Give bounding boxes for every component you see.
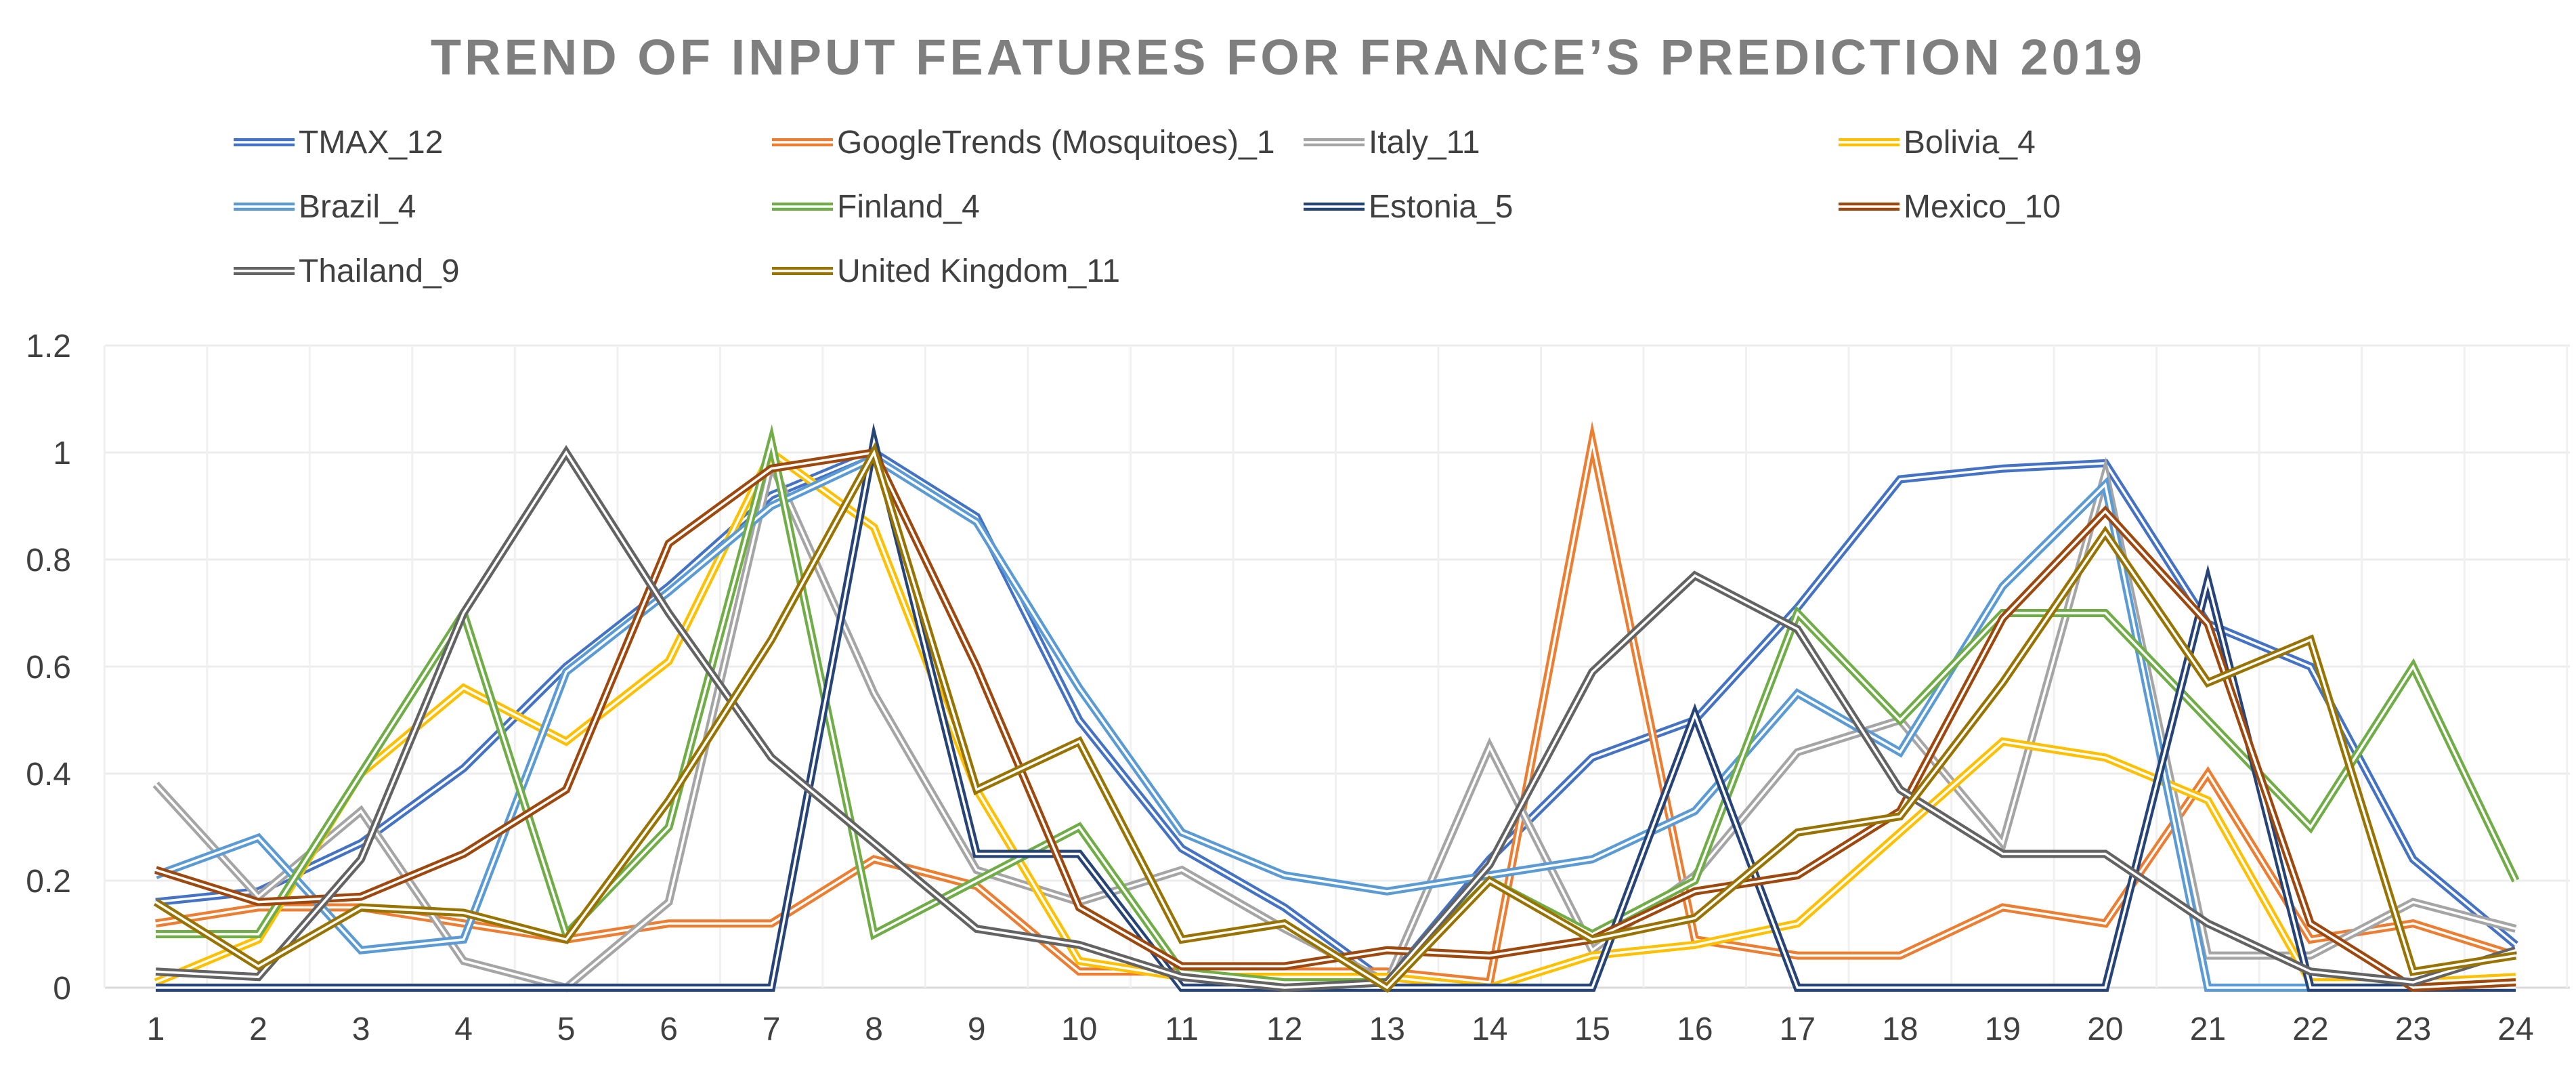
chart-title: TREND OF INPUT FEATURES FOR FRANCE’S PRE… [430, 29, 2146, 85]
x-tick-label: 18 [1882, 1011, 1918, 1047]
legend-swatch [1839, 203, 1899, 211]
legend-item: Italy_11 [1304, 119, 1480, 166]
legend-swatch [234, 138, 295, 146]
x-tick-label: 8 [865, 1011, 883, 1047]
x-tick-label: 20 [2087, 1011, 2123, 1047]
legend: TMAX_12 GoogleTrends (Mosquitoes)_1 Italy_… [234, 119, 2265, 322]
legend-swatch [772, 203, 833, 211]
y-tick-label: 0 [53, 971, 71, 1007]
legend-swatch [234, 267, 295, 275]
x-tick-label: 21 [2190, 1011, 2226, 1047]
x-tick-label: 23 [2395, 1011, 2431, 1047]
x-tick-label: 7 [763, 1011, 781, 1047]
y-tick-label: 0.6 [26, 650, 71, 686]
series-line-inner [155, 451, 2517, 984]
x-tick-label: 19 [1985, 1011, 2021, 1047]
x-tick-label: 13 [1369, 1011, 1405, 1047]
x-tick-label: 17 [1780, 1011, 1816, 1047]
legend-label: Thailand_9 [299, 253, 460, 289]
y-tick-label: 1.2 [26, 329, 71, 364]
legend-item: Thailand_9 [234, 247, 460, 295]
legend-item: Brazil_4 [234, 183, 416, 230]
x-tick-label: 3 [352, 1011, 370, 1047]
series-line-inner [155, 449, 2516, 990]
legend-item: Estonia_5 [1304, 183, 1514, 230]
legend-label: GoogleTrends (Mosquitoes)_1 [837, 124, 1275, 161]
legend-swatch [1304, 203, 1365, 211]
legend-label: Bolivia_4 [1904, 124, 2036, 161]
y-tick-label: 1 [53, 436, 71, 471]
series-line-inner [155, 450, 2516, 989]
legend-label: Mexico_10 [1904, 188, 2061, 225]
legend-item: Finland_4 [772, 183, 980, 230]
legend-swatch [772, 267, 833, 275]
series-line-inner [155, 456, 2516, 989]
series-united-kingdom-11 [153, 442, 2516, 993]
series-line-inner [155, 450, 2516, 989]
legend-swatch [234, 203, 295, 211]
legend-label: TMAX_12 [299, 124, 444, 161]
y-tick-label: 0.2 [26, 864, 71, 900]
x-tick-label: 2 [249, 1011, 267, 1047]
x-tick-label: 6 [660, 1011, 678, 1047]
x-tick-label: 15 [1574, 1011, 1610, 1047]
legend-item: TMAX_12 [234, 119, 443, 166]
y-tick-label: 0.8 [26, 543, 71, 579]
x-tick-label: 10 [1061, 1011, 1097, 1047]
legend-item: Bolivia_4 [1839, 119, 2036, 166]
x-tick-label: 12 [1266, 1011, 1302, 1047]
legend-label: Brazil_4 [299, 188, 416, 225]
x-tick-label: 1 [147, 1011, 165, 1047]
legend-item: GoogleTrends (Mosquitoes)_1 [772, 119, 1275, 166]
x-tick-label: 14 [1472, 1011, 1507, 1047]
x-tick-label: 24 [2497, 1011, 2533, 1047]
legend-swatch [772, 138, 833, 146]
legend-label: Finland_4 [837, 188, 980, 225]
legend-label: Italy_11 [1369, 124, 1480, 161]
x-tick-label: 11 [1165, 1011, 1199, 1047]
legend-label: United Kingdom_11 [837, 253, 1121, 289]
legend-swatch [1304, 138, 1365, 146]
x-tick-label: 4 [454, 1011, 473, 1047]
legend-label: Estonia_5 [1369, 188, 1514, 225]
x-tick-label: 16 [1677, 1011, 1713, 1047]
series-thailand-9 [155, 444, 2517, 992]
series-brazil-4 [154, 453, 2516, 992]
x-tick-label: 5 [557, 1011, 576, 1047]
x-tick-label: 9 [968, 1011, 986, 1047]
y-tick-label: 0.4 [26, 757, 71, 793]
legend-swatch [1839, 138, 1899, 146]
legend-item: United Kingdom_11 [772, 247, 1120, 295]
legend-item: Mexico_10 [1839, 183, 2061, 230]
x-tick-label: 22 [2292, 1011, 2328, 1047]
